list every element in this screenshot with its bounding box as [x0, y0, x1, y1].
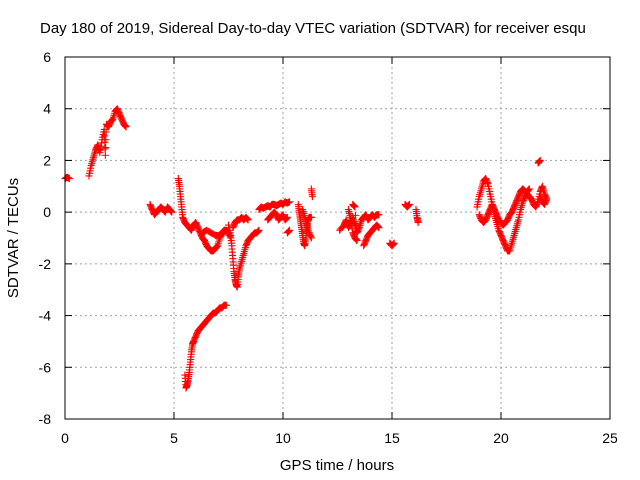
data-series-segment: [299, 206, 315, 242]
data-series-segment: [360, 221, 383, 250]
x-tick-label: 10: [275, 430, 291, 446]
data-series-segment: [181, 301, 230, 392]
x-axis-label: GPS time / hours: [280, 457, 394, 474]
grid: [65, 57, 610, 419]
data-point: [351, 211, 359, 219]
data-point: [255, 226, 263, 234]
data-point: [353, 237, 361, 245]
data-point: [222, 301, 230, 309]
data-point: [219, 229, 227, 237]
data-point: [536, 193, 544, 201]
data-point: [536, 156, 544, 164]
data-series-segment: [198, 226, 228, 239]
data-point: [65, 175, 73, 183]
chart-title: Day 180 of 2019, Sidereal Day-to-day VTE…: [40, 20, 586, 37]
x-tick-label: 20: [493, 430, 509, 446]
y-axis-ticks: -8 -6 -4 -2 0 2 4 6: [39, 49, 610, 427]
data-series-segment: [283, 226, 294, 237]
data-point: [307, 213, 315, 221]
y-tick-label: 6: [43, 49, 51, 65]
data-point: [525, 185, 533, 193]
data-point: [375, 211, 383, 219]
y-axis-label: SDTVAR / TECUs: [5, 178, 22, 298]
data-series-segment: [534, 156, 544, 167]
data-series-segment: [307, 185, 316, 201]
data-series-segment: [174, 175, 235, 255]
data-point: [390, 239, 398, 247]
data-series-segment: [264, 208, 291, 224]
data-series-segment: [412, 206, 422, 226]
data-series-segment: [61, 173, 73, 183]
x-tick-label: 0: [61, 430, 69, 446]
plot-frame: [64, 56, 611, 420]
data-series-segment: [473, 175, 533, 255]
data-point: [352, 220, 360, 228]
y-tick-label: -8: [39, 411, 52, 427]
data-point: [286, 198, 294, 206]
y-tick-label: -4: [39, 308, 52, 324]
data-point: [102, 136, 110, 144]
data-point: [353, 228, 361, 236]
data-point: [102, 144, 110, 151]
y-tick-label: 4: [43, 101, 51, 117]
data-point: [220, 229, 228, 237]
data-point: [244, 216, 252, 224]
y-tick-label: -6: [39, 359, 52, 375]
data-point: [102, 128, 110, 136]
data-point: [375, 224, 383, 232]
data-point: [308, 193, 316, 201]
data-points: [61, 105, 551, 392]
data-series-segment: [225, 221, 263, 291]
data-series-segment: [255, 198, 294, 214]
data-series-segment: [229, 213, 252, 232]
data-series-segment: [85, 105, 130, 180]
data-point: [349, 200, 357, 208]
data-point: [414, 218, 422, 226]
data-series-segment: [386, 239, 398, 250]
data-point: [101, 151, 109, 159]
x-tick-label: 25: [602, 430, 618, 446]
y-tick-label: 0: [43, 204, 51, 220]
y-tick-label: -2: [39, 256, 52, 272]
x-tick-label: 15: [384, 430, 400, 446]
data-series-segment: [146, 200, 176, 219]
data-series-segment: [344, 200, 361, 245]
data-point: [101, 132, 109, 140]
data-series-segment: [475, 182, 551, 229]
x-axis-ticks: 0 5 10 15 20 25: [61, 57, 618, 446]
data-series-segment: [401, 200, 413, 211]
data-point: [307, 234, 315, 242]
x-tick-label: 5: [170, 430, 178, 446]
data-point: [122, 123, 130, 131]
data-point: [405, 200, 413, 208]
data-point: [168, 208, 176, 216]
data-point: [286, 226, 294, 234]
y-tick-label: 2: [43, 152, 51, 168]
data-point: [283, 213, 291, 221]
